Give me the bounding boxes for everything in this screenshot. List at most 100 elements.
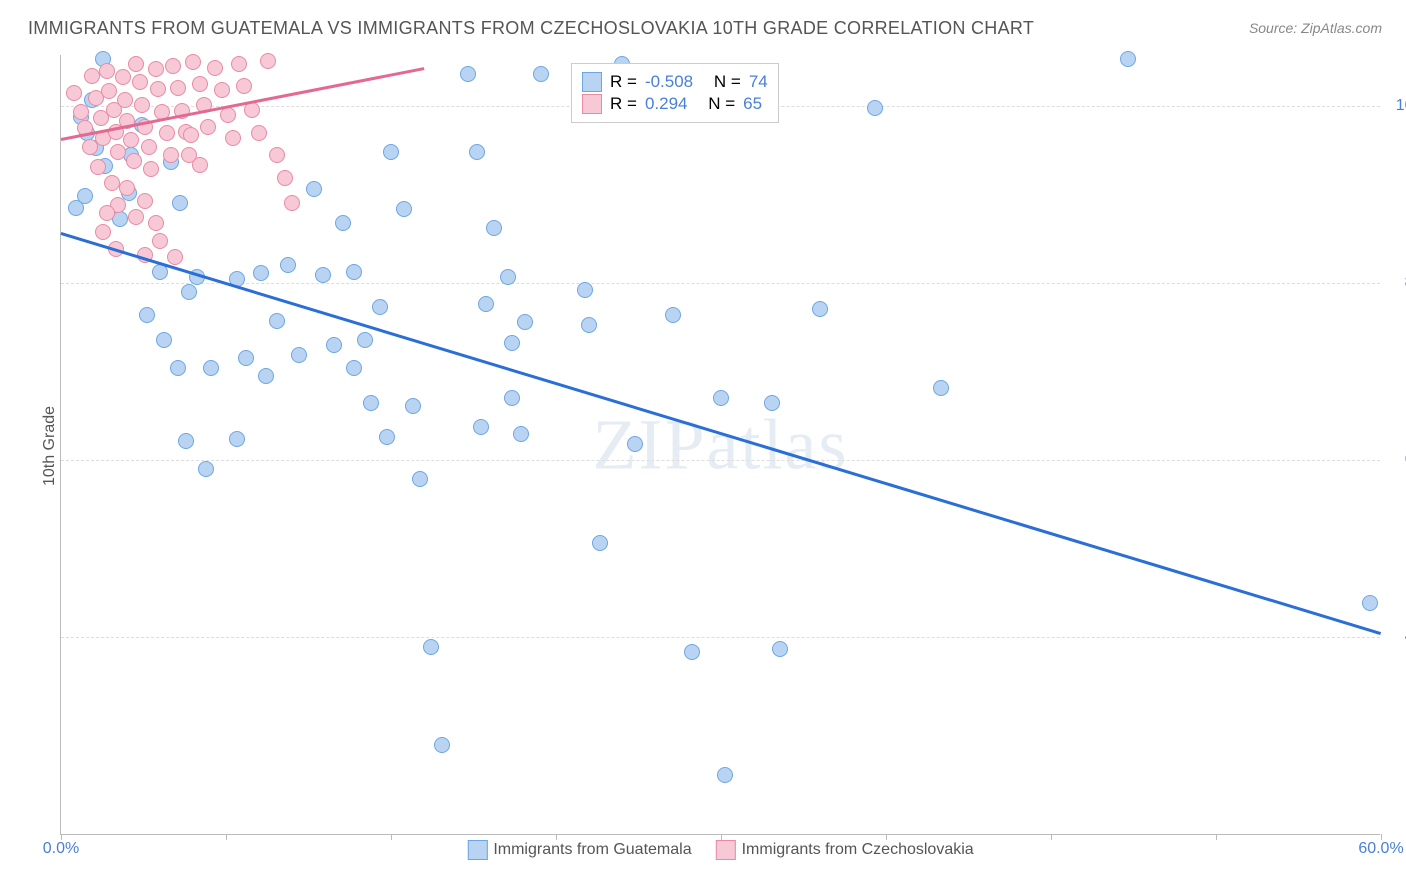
- scatter-point: [772, 641, 788, 657]
- scatter-point: [90, 159, 106, 175]
- source-attribution: Source: ZipAtlas.com: [1249, 20, 1382, 36]
- scatter-point: [577, 282, 593, 298]
- scatter-point: [478, 296, 494, 312]
- scatter-point: [104, 175, 120, 191]
- scatter-point: [123, 132, 139, 148]
- scatter-point: [363, 395, 379, 411]
- scatter-point: [684, 644, 700, 660]
- stat-row-guatemala: R = -0.508 N = 74: [582, 72, 768, 92]
- scatter-point: [167, 249, 183, 265]
- xtick-label: 60.0%: [1358, 840, 1403, 858]
- scatter-point: [504, 390, 520, 406]
- gridline: [61, 283, 1380, 284]
- scatter-point: [280, 257, 296, 273]
- scatter-point: [517, 314, 533, 330]
- scatter-point: [172, 195, 188, 211]
- scatter-point: [148, 61, 164, 77]
- xtick-label: 0.0%: [43, 840, 79, 858]
- xtick-mark: [1216, 834, 1217, 840]
- scatter-point: [346, 264, 362, 280]
- scatter-point: [178, 433, 194, 449]
- stat-row-czechoslovakia: R = 0.294 N = 65: [582, 94, 768, 114]
- scatter-point: [473, 419, 489, 435]
- scatter-point: [460, 66, 476, 82]
- scatter-point: [132, 74, 148, 90]
- scatter-point: [513, 426, 529, 442]
- scatter-point: [119, 180, 135, 196]
- legend-label: Immigrants from Czechoslovakia: [742, 841, 974, 859]
- scatter-point: [379, 429, 395, 445]
- scatter-point: [933, 380, 949, 396]
- xtick-mark: [391, 834, 392, 840]
- scatter-point: [185, 54, 201, 70]
- y-axis-label: 10th Grade: [41, 406, 59, 486]
- legend-swatch: [716, 840, 736, 860]
- scatter-point: [214, 82, 230, 98]
- stat-swatch-czechoslovakia: [582, 94, 602, 114]
- scatter-point: [143, 161, 159, 177]
- scatter-point: [170, 360, 186, 376]
- trend-line: [61, 232, 1382, 635]
- scatter-point: [867, 100, 883, 116]
- n-label: N =: [708, 94, 735, 114]
- scatter-point: [269, 147, 285, 163]
- scatter-point: [141, 139, 157, 155]
- r-value-guatemala: -0.508: [645, 72, 693, 92]
- legend-item: Immigrants from Guatemala: [467, 840, 691, 860]
- scatter-point: [165, 58, 181, 74]
- scatter-point: [126, 153, 142, 169]
- legend-label: Immigrants from Guatemala: [493, 841, 691, 859]
- scatter-point: [284, 195, 300, 211]
- scatter-point: [128, 209, 144, 225]
- scatter-point: [486, 220, 502, 236]
- scatter-point: [372, 299, 388, 315]
- scatter-point: [306, 181, 322, 197]
- scatter-point: [335, 215, 351, 231]
- scatter-point: [198, 461, 214, 477]
- scatter-point: [469, 144, 485, 160]
- scatter-point: [101, 83, 117, 99]
- scatter-point: [533, 66, 549, 82]
- scatter-point: [713, 390, 729, 406]
- scatter-point: [148, 215, 164, 231]
- scatter-point: [251, 125, 267, 141]
- ytick-label: 65.0%: [1390, 451, 1406, 469]
- scatter-point: [357, 332, 373, 348]
- scatter-point: [1362, 595, 1378, 611]
- scatter-point: [207, 60, 223, 76]
- scatter-point: [326, 337, 342, 353]
- scatter-point: [717, 767, 733, 783]
- scatter-point: [99, 63, 115, 79]
- legend: Immigrants from Guatemala Immigrants from…: [467, 840, 973, 860]
- stat-swatch-guatemala: [582, 72, 602, 92]
- scatter-point: [200, 119, 216, 135]
- scatter-point: [434, 737, 450, 753]
- xtick-mark: [226, 834, 227, 840]
- scatter-point: [183, 127, 199, 143]
- scatter-point: [225, 130, 241, 146]
- scatter-point: [137, 193, 153, 209]
- scatter-point: [73, 104, 89, 120]
- scatter-point: [291, 347, 307, 363]
- scatter-point: [253, 265, 269, 281]
- scatter-point: [627, 436, 643, 452]
- scatter-point: [84, 68, 100, 84]
- scatter-point: [504, 335, 520, 351]
- ytick-label: 82.5%: [1390, 274, 1406, 292]
- chart-plot-area: ZIPatlas 47.5%65.0%82.5%100.0% R = -0.50…: [60, 55, 1380, 835]
- chart-title: IMMIGRANTS FROM GUATEMALA VS IMMIGRANTS …: [28, 18, 1034, 39]
- scatter-point: [412, 471, 428, 487]
- scatter-point: [258, 368, 274, 384]
- scatter-point: [115, 69, 131, 85]
- scatter-point: [220, 107, 236, 123]
- ytick-label: 47.5%: [1390, 628, 1406, 646]
- scatter-point: [812, 301, 828, 317]
- scatter-point: [236, 78, 252, 94]
- correlation-stats-box: R = -0.508 N = 74 R = 0.294 N = 65: [571, 63, 779, 123]
- scatter-point: [159, 125, 175, 141]
- n-label: N =: [714, 72, 741, 92]
- n-value-guatemala: 74: [749, 72, 768, 92]
- scatter-point: [192, 76, 208, 92]
- legend-swatch: [467, 840, 487, 860]
- ytick-label: 100.0%: [1390, 97, 1406, 115]
